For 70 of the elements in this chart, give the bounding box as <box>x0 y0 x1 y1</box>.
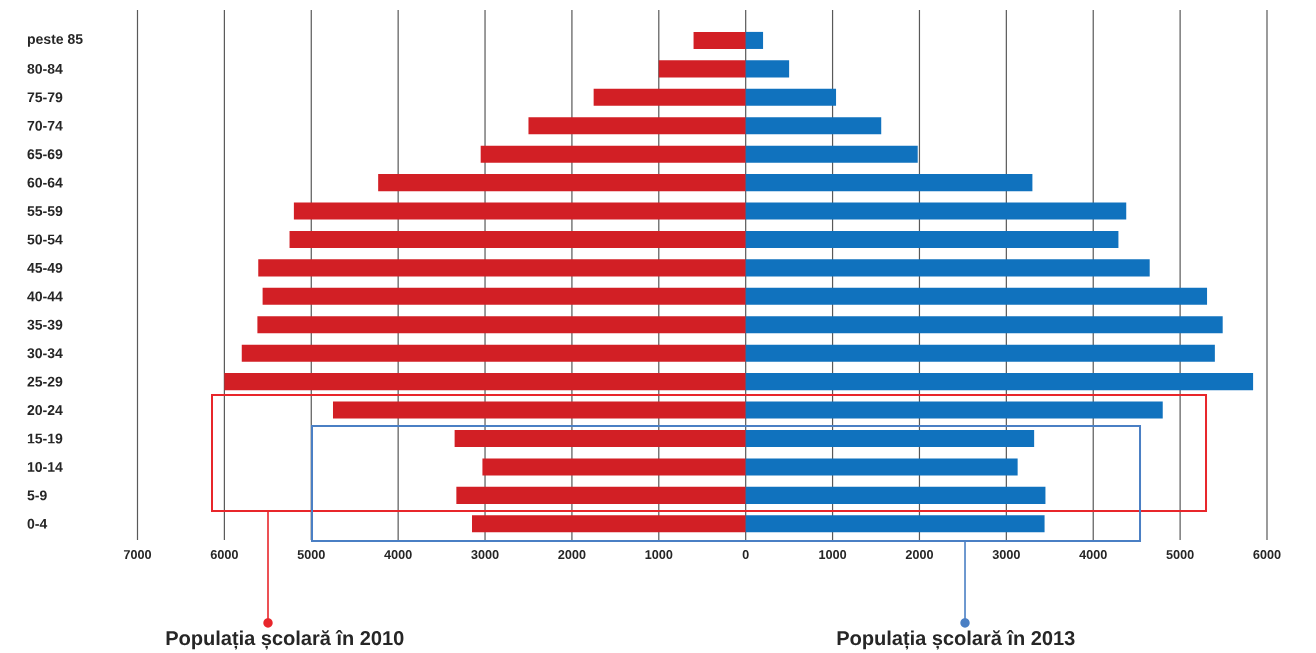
y-tick-label: 35-39 <box>27 319 63 330</box>
y-tick-label: 15-19 <box>27 433 63 444</box>
bar <box>658 60 746 78</box>
bar <box>745 174 1033 192</box>
bar <box>745 60 790 78</box>
y-tick-label: 20-24 <box>27 405 63 416</box>
x-tick-label: 3000 <box>992 550 1020 560</box>
bar <box>745 145 918 163</box>
bar <box>456 486 746 504</box>
bar <box>745 31 764 49</box>
y-tick-label: 25-29 <box>27 376 63 387</box>
y-tick-label: 80-84 <box>27 63 63 74</box>
bar <box>289 230 746 248</box>
bar <box>258 259 746 277</box>
y-tick-label: 60-64 <box>27 177 63 188</box>
bar <box>745 117 882 135</box>
bar <box>593 88 746 106</box>
bar <box>257 316 746 334</box>
bar <box>745 202 1127 220</box>
bar <box>472 515 746 533</box>
x-tick-label: 3000 <box>471 550 499 560</box>
y-tick-label: 40-44 <box>27 291 63 302</box>
bar <box>454 429 746 448</box>
bar <box>745 344 1215 362</box>
bar <box>224 373 746 391</box>
bar <box>745 259 1150 277</box>
bar <box>745 287 1208 305</box>
x-tick-label: 0 <box>742 550 749 560</box>
x-tick-label: 5000 <box>1166 550 1194 560</box>
bar <box>745 429 1035 448</box>
y-tick-label: 70-74 <box>27 120 63 131</box>
bar <box>745 316 1223 334</box>
x-tick-label: 4000 <box>384 550 412 560</box>
bar <box>332 401 746 419</box>
text: Populația școlară în 2010 <box>166 630 404 650</box>
y-tick-label: 10-14 <box>27 461 63 472</box>
bar <box>262 287 746 305</box>
x-tick-label: 7000 <box>123 550 152 560</box>
bar <box>745 486 1046 504</box>
y-tick-label: 30-34 <box>27 348 63 359</box>
y-tick-label: peste 85 <box>27 34 83 47</box>
bar <box>745 401 1163 419</box>
bar <box>528 117 746 135</box>
y-tick-label: 55-59 <box>27 206 63 216</box>
y-tick-label: 75-79 <box>27 92 63 103</box>
bar <box>378 174 746 192</box>
bar <box>745 515 1045 533</box>
x-tick-label: 1000 <box>645 550 673 560</box>
bar <box>745 458 1018 476</box>
bar <box>745 88 837 106</box>
x-tick-label: 6000 <box>1253 550 1281 560</box>
x-tick-label: 1000 <box>819 550 847 560</box>
bar <box>745 230 1119 248</box>
x-tick-label: 5000 <box>297 550 325 560</box>
y-tick-label: 0-4 <box>27 518 48 529</box>
y-tick-label: 50-54 <box>27 234 63 245</box>
bar <box>480 145 746 163</box>
bar <box>745 373 1254 391</box>
y-tick-label: 65-69 <box>27 149 63 160</box>
bar <box>293 202 746 220</box>
x-tick-label: 2000 <box>905 550 934 560</box>
y-tick-label: 45-49 <box>27 262 63 273</box>
bar <box>241 344 746 362</box>
bar <box>482 458 746 476</box>
x-tick-label: 6000 <box>210 550 238 560</box>
bar <box>693 31 746 49</box>
x-tick-label: 2000 <box>558 550 586 560</box>
x-tick-label: 4000 <box>1079 550 1107 560</box>
y-tick-label: 5-9 <box>27 490 47 501</box>
text: Populația școlară în 2013 <box>837 630 1075 650</box>
